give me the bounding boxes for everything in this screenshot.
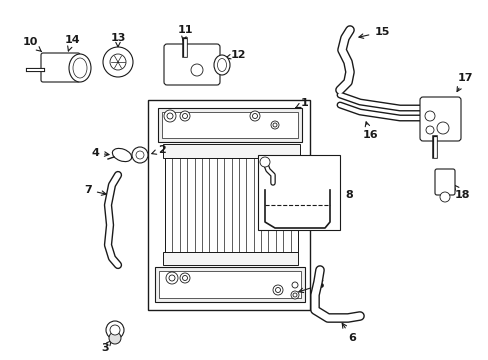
Circle shape <box>132 147 148 163</box>
Circle shape <box>110 54 126 70</box>
Circle shape <box>439 192 449 202</box>
Circle shape <box>292 293 296 297</box>
Text: 7: 7 <box>84 185 106 195</box>
Circle shape <box>136 151 143 159</box>
Text: 17: 17 <box>456 73 472 91</box>
Circle shape <box>291 282 297 288</box>
Circle shape <box>169 275 175 281</box>
FancyBboxPatch shape <box>419 97 460 141</box>
Text: 14: 14 <box>64 35 80 51</box>
Circle shape <box>110 325 120 335</box>
FancyBboxPatch shape <box>41 53 80 82</box>
Circle shape <box>180 273 190 283</box>
Text: 15: 15 <box>358 27 389 38</box>
Circle shape <box>191 64 203 76</box>
Text: 12: 12 <box>226 50 245 60</box>
Ellipse shape <box>217 58 226 72</box>
Text: 9: 9 <box>280 157 293 169</box>
Text: 5: 5 <box>298 280 323 293</box>
Circle shape <box>180 111 190 121</box>
Text: 16: 16 <box>362 122 377 140</box>
FancyBboxPatch shape <box>434 169 454 195</box>
Text: 2: 2 <box>151 145 165 155</box>
Text: 8: 8 <box>345 190 352 200</box>
Ellipse shape <box>214 55 229 75</box>
Bar <box>258 155 339 230</box>
Ellipse shape <box>73 58 87 78</box>
Circle shape <box>290 291 298 299</box>
Bar <box>163 144 299 158</box>
Circle shape <box>167 113 173 119</box>
Circle shape <box>252 113 257 118</box>
Bar <box>163 252 297 265</box>
Circle shape <box>106 321 124 339</box>
Circle shape <box>103 47 133 77</box>
Bar <box>148 100 309 310</box>
Circle shape <box>249 111 260 121</box>
Bar <box>155 267 305 302</box>
Circle shape <box>436 122 448 134</box>
Ellipse shape <box>69 54 91 82</box>
Text: 6: 6 <box>342 323 355 343</box>
Text: 1: 1 <box>295 98 308 108</box>
Bar <box>164 158 297 252</box>
Circle shape <box>182 113 187 118</box>
Text: 13: 13 <box>110 33 125 47</box>
Text: 10: 10 <box>22 37 41 51</box>
Text: 4: 4 <box>91 148 109 158</box>
Circle shape <box>163 110 176 122</box>
Circle shape <box>109 332 121 344</box>
Circle shape <box>270 121 279 129</box>
Circle shape <box>425 126 433 134</box>
Ellipse shape <box>112 148 131 162</box>
Circle shape <box>165 272 178 284</box>
Bar <box>162 112 297 138</box>
Circle shape <box>275 288 280 292</box>
Circle shape <box>272 285 283 295</box>
FancyBboxPatch shape <box>163 44 220 85</box>
Text: 18: 18 <box>453 185 469 200</box>
Circle shape <box>424 111 434 121</box>
Text: 11: 11 <box>177 25 192 41</box>
Circle shape <box>260 157 269 167</box>
Circle shape <box>182 275 187 280</box>
Circle shape <box>272 123 276 127</box>
Text: 3: 3 <box>101 341 111 353</box>
Bar <box>158 108 302 142</box>
Bar <box>159 271 301 298</box>
